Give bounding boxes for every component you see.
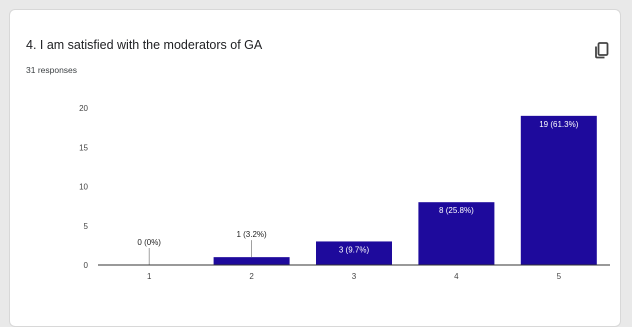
- data-label: 1 (3.2%): [236, 230, 267, 239]
- question-title: 4. I am satisfied with the moderators of…: [26, 38, 263, 52]
- y-tick-label: 10: [79, 183, 88, 192]
- response-count: 31 responses: [26, 65, 78, 75]
- bar[interactable]: [213, 257, 290, 265]
- x-tick-label: 5: [557, 272, 562, 281]
- x-axis: 1 2 3 4 5: [147, 272, 562, 281]
- data-labels: 0 (0%) 1 (3.2%) 3 (9.7%) 8 (25.8%) 19 (61.3%…: [137, 120, 579, 265]
- x-tick-label: 3: [352, 272, 357, 281]
- x-tick-label: 1: [147, 272, 152, 281]
- bars: [213, 115, 597, 265]
- bar[interactable]: [418, 202, 495, 265]
- y-tick-label: 0: [84, 261, 89, 270]
- data-label: 19 (61.3%): [539, 120, 578, 129]
- y-axis: 0 5 10 15 20: [79, 104, 88, 270]
- bar[interactable]: [520, 115, 597, 265]
- copy-icon: [595, 42, 609, 59]
- question-card: [9, 9, 621, 327]
- y-tick-label: 15: [79, 143, 88, 152]
- y-tick-label: 5: [84, 222, 89, 231]
- data-label: 8 (25.8%): [439, 206, 474, 215]
- data-label: 3 (9.7%): [339, 245, 370, 254]
- x-tick-label: 4: [454, 272, 459, 281]
- y-tick-label: 20: [79, 104, 88, 113]
- copy-chart-button[interactable]: [592, 40, 612, 60]
- data-label: 0 (0%): [137, 238, 161, 247]
- bar[interactable]: [316, 241, 392, 265]
- x-tick-label: 2: [249, 272, 254, 281]
